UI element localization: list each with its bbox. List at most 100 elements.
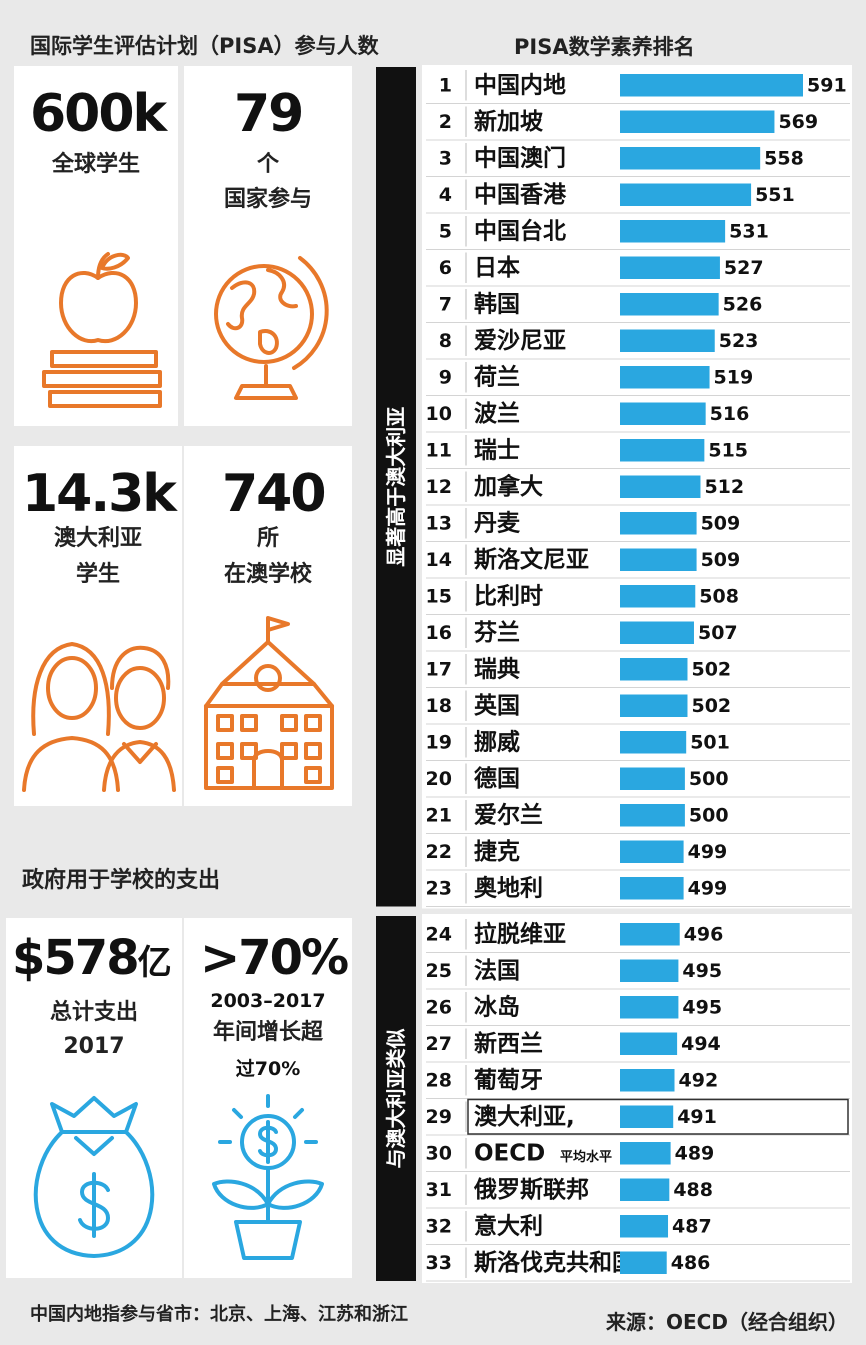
rank-label: 29 [426, 1106, 452, 1128]
value-label: 507 [698, 622, 738, 644]
rank-label: 10 [426, 403, 452, 425]
category-note: 平均水平 [560, 1149, 612, 1165]
category-label: 斯洛伐克共和国 [474, 1249, 635, 1276]
rank-label: 12 [426, 476, 452, 498]
bar [620, 329, 715, 352]
rank-label: 7 [439, 293, 452, 315]
value-label: 500 [689, 804, 729, 826]
category-label: 澳大利亚, [474, 1104, 575, 1130]
rank-label: 31 [426, 1179, 452, 1201]
value-label: 492 [679, 1069, 719, 1091]
rank-label: 24 [426, 923, 452, 945]
category-label: 日本 [474, 255, 520, 281]
rank-label: 16 [426, 622, 452, 644]
rank-label: 23 [426, 877, 452, 899]
money-plant-icon [212, 1094, 324, 1260]
money-bag-icon [33, 1096, 155, 1258]
spending-amount: $578 [12, 930, 140, 986]
category-label: 冰岛 [474, 993, 520, 1020]
category-label: 中国澳门 [474, 144, 566, 171]
stat-value-countries: 79 [234, 84, 304, 144]
bar [620, 1069, 675, 1092]
category-label: 爱沙尼亚 [474, 328, 566, 354]
value-label: 509 [701, 512, 741, 534]
rank-label: 13 [426, 512, 452, 534]
stat-label-spending-year: 2017 [63, 1034, 125, 1059]
category-label: 丹麦 [474, 510, 521, 536]
footnote: 中国内地指参与省市：北京、上海、江苏和浙江 [30, 1304, 408, 1325]
globe-icon [214, 256, 329, 400]
category-label: 中国内地 [474, 72, 566, 98]
category-label: 瑞士 [474, 437, 520, 463]
group-band-1 [376, 67, 416, 907]
category-label: 中国香港 [474, 182, 567, 208]
value-label: 515 [708, 439, 748, 461]
stat-label-schools: 在澳学校 [223, 562, 312, 587]
value-label: 512 [704, 476, 744, 498]
category-label: 波兰 [474, 400, 520, 427]
bar [620, 840, 684, 863]
category-label: 德国 [474, 765, 520, 792]
bar [620, 694, 688, 717]
value-label: 486 [671, 1252, 711, 1274]
highlight-row [467, 1098, 849, 1135]
rank-label: 15 [426, 585, 452, 607]
spending-unit: 亿 [137, 943, 172, 983]
category-label: 俄罗斯联邦 [473, 1176, 589, 1203]
rank-label: 30 [426, 1142, 452, 1164]
bar [620, 110, 775, 133]
bar [620, 877, 684, 900]
rank-label: 5 [439, 220, 452, 242]
value-label: 501 [690, 731, 730, 753]
school-spending-title: 政府用于学校的支出 [22, 868, 221, 893]
category-label: 斯洛文尼亚 [474, 546, 589, 573]
rank-label: 11 [426, 439, 452, 461]
group-label-2: 与澳大利亚类似 [384, 1029, 408, 1169]
stat-label-students-global: 全球学生 [51, 152, 140, 177]
rank-label: 27 [426, 1033, 452, 1055]
stat-label-schools-unit: 所 [256, 526, 279, 551]
bar [620, 1105, 674, 1128]
bar [620, 293, 719, 316]
bar [620, 996, 679, 1019]
apple-books-icon [42, 252, 162, 408]
value-label: 523 [719, 330, 759, 352]
rank-label: 21 [426, 804, 452, 826]
value-label: 502 [691, 658, 731, 680]
category-label: 新加坡 [474, 108, 543, 135]
bar [620, 923, 680, 946]
value-label: 527 [724, 257, 764, 279]
category-label: 瑞典 [474, 655, 520, 682]
value-label: 488 [673, 1179, 713, 1201]
category-label: 荷兰 [474, 363, 520, 390]
bar [620, 731, 687, 754]
value-label: 519 [714, 366, 754, 388]
stat-label-growth: 年间增长超 [212, 1020, 323, 1045]
bar [620, 959, 679, 982]
bar [620, 767, 685, 790]
value-label: 499 [688, 877, 728, 899]
category-label: 爱尔兰 [474, 801, 543, 828]
value-label: 591 [807, 74, 847, 96]
bar [620, 366, 710, 389]
source-note: 来源：OECD（经合组织） [606, 1310, 848, 1334]
bar [620, 475, 701, 498]
value-label: 500 [689, 768, 729, 790]
bar [620, 439, 705, 462]
bar [620, 183, 752, 206]
value-label: 551 [755, 184, 795, 206]
rank-label: 6 [439, 257, 452, 279]
rank-label: 2 [439, 111, 452, 133]
value-label: 489 [675, 1142, 715, 1164]
category-label: 法国 [474, 958, 520, 984]
stat-value-students-australia: 14.3k [22, 464, 177, 524]
stat-label-students: 学生 [75, 562, 120, 587]
category-label: 新西兰 [474, 1030, 543, 1057]
bar [620, 548, 697, 571]
value-label: 491 [677, 1106, 717, 1128]
students-icon [22, 642, 176, 792]
value-label: 499 [688, 841, 728, 863]
value-label: 509 [701, 549, 741, 571]
